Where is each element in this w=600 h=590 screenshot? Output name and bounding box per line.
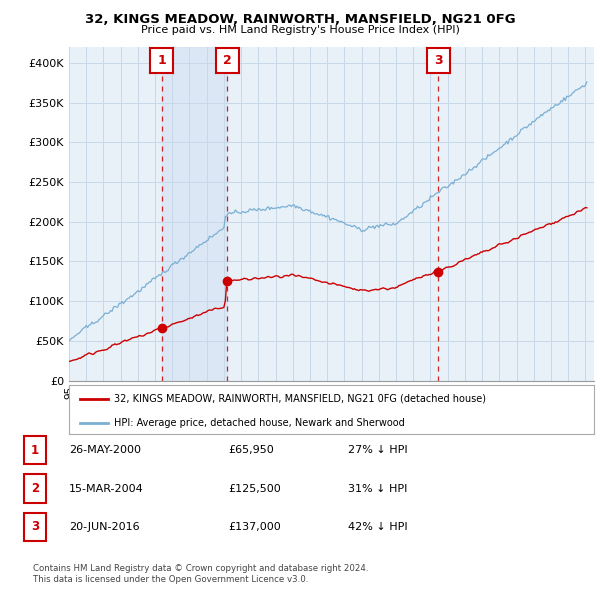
Text: 26-MAY-2000: 26-MAY-2000 [69,445,141,455]
Text: 3: 3 [434,54,443,67]
Text: 15-MAR-2004: 15-MAR-2004 [69,484,144,493]
Text: 31% ↓ HPI: 31% ↓ HPI [348,484,407,493]
Text: 2: 2 [223,54,232,67]
Text: 3: 3 [31,520,39,533]
Text: 42% ↓ HPI: 42% ↓ HPI [348,522,407,532]
Bar [161,47,227,381]
Text: 1: 1 [157,54,166,67]
Text: Contains HM Land Registry data © Crown copyright and database right 2024.: Contains HM Land Registry data © Crown c… [33,565,368,573]
Text: 32, KINGS MEADOW, RAINWORTH, MANSFIELD, NG21 0FG: 32, KINGS MEADOW, RAINWORTH, MANSFIELD, … [85,13,515,26]
Text: £125,500: £125,500 [228,484,281,493]
Text: 32, KINGS MEADOW, RAINWORTH, MANSFIELD, NG21 0FG (detached house): 32, KINGS MEADOW, RAINWORTH, MANSFIELD, … [113,394,485,404]
Text: 2: 2 [31,482,39,495]
Text: Price paid vs. HM Land Registry's House Price Index (HPI): Price paid vs. HM Land Registry's House … [140,25,460,35]
Text: This data is licensed under the Open Government Licence v3.0.: This data is licensed under the Open Gov… [33,575,308,584]
Text: 1: 1 [31,444,39,457]
Text: 27% ↓ HPI: 27% ↓ HPI [348,445,407,455]
Text: HPI: Average price, detached house, Newark and Sherwood: HPI: Average price, detached house, Newa… [113,418,404,428]
Text: £137,000: £137,000 [228,522,281,532]
Text: £65,950: £65,950 [228,445,274,455]
Text: 20-JUN-2016: 20-JUN-2016 [69,522,140,532]
